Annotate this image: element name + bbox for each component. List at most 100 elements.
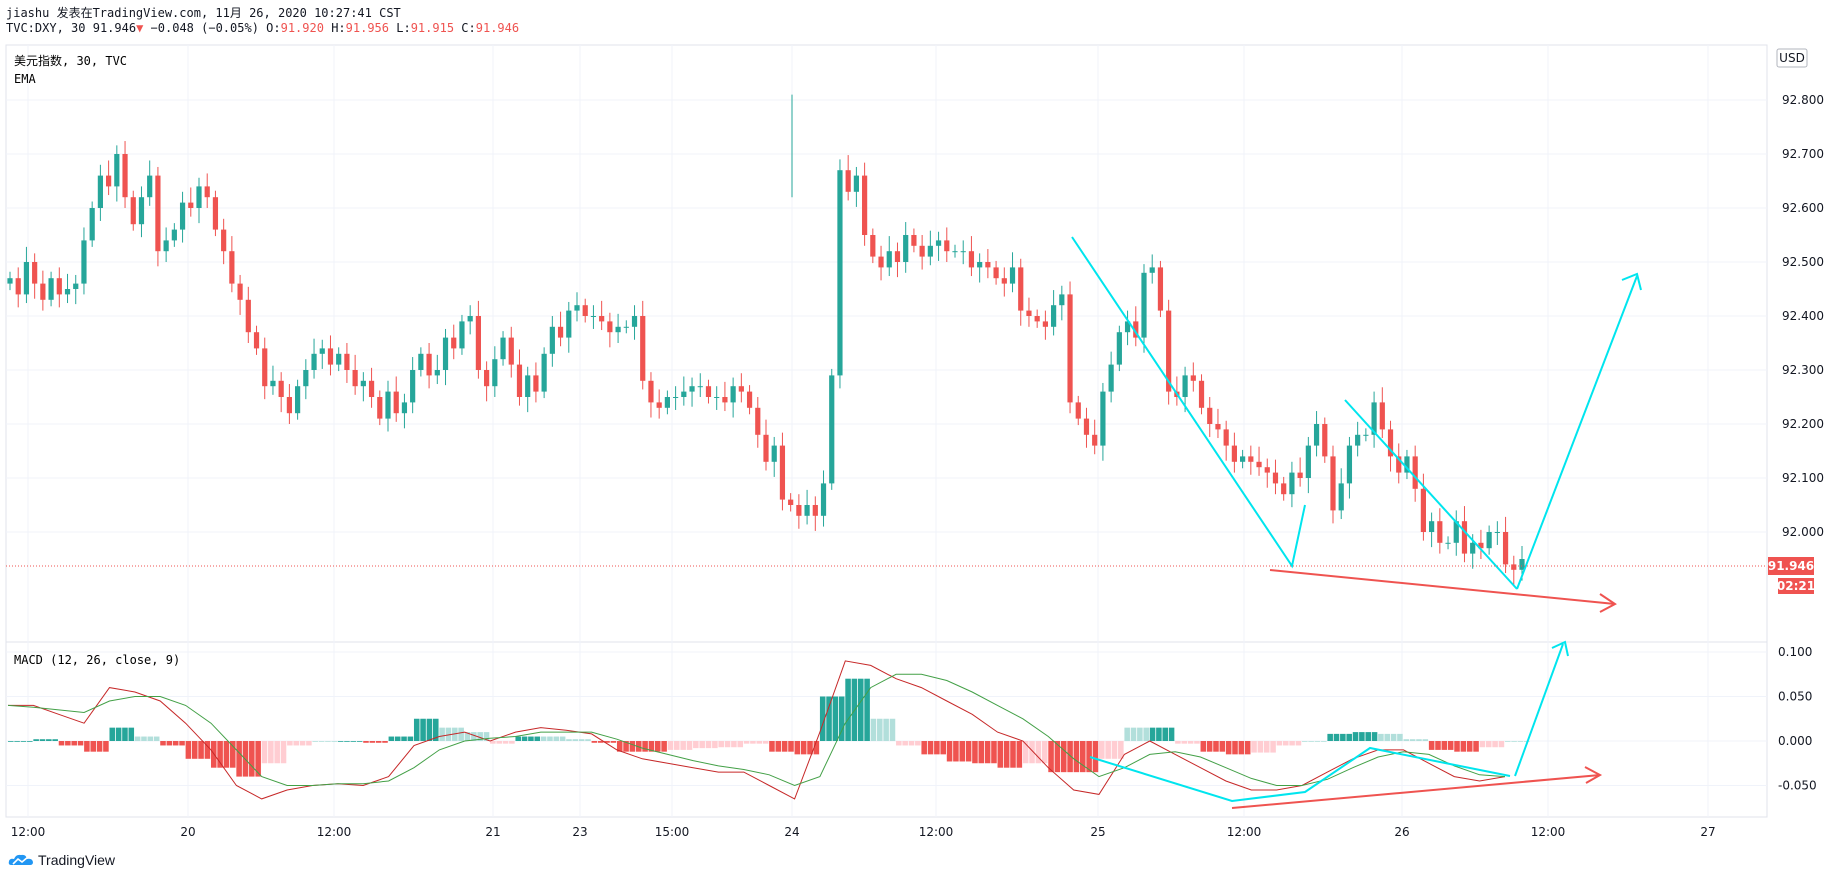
macd-hist-bar (1340, 733, 1346, 741)
currency-button[interactable]: USD (1779, 51, 1805, 65)
macd-hist-bar (750, 741, 756, 744)
macd-hist-bar (1390, 733, 1397, 741)
macd-hist-bar (217, 741, 223, 768)
cyan-wedge-2 (1344, 399, 1518, 590)
macd-hist-bar (915, 741, 921, 746)
macd-hist-bar (1295, 741, 1302, 746)
cyan-macd-line (1089, 746, 1511, 803)
macd-hist-bar (1003, 741, 1010, 768)
ema-legend[interactable]: EMA (14, 72, 36, 86)
macd-hist-bar (1149, 727, 1156, 741)
macd-hist-bar (147, 736, 154, 741)
candle-body (705, 386, 712, 397)
macd-hist-bar (946, 741, 953, 762)
macd-hist-bar (331, 741, 338, 742)
price-tick-label: 92.100 (1782, 471, 1824, 485)
candle-body (574, 305, 580, 311)
candle-body (492, 359, 498, 387)
macd-legend[interactable]: MACD (12, 26, close, 9) (14, 653, 180, 667)
macd-hist-bar (84, 741, 90, 752)
candle-body (1272, 472, 1279, 484)
macd-hist-bar (597, 741, 604, 743)
macd-hist-bar (521, 736, 528, 741)
candle-body (229, 251, 235, 284)
macd-hist-bar (972, 741, 978, 764)
low-label: L: (396, 21, 411, 35)
candle-body (1083, 418, 1090, 435)
candle-body (755, 407, 761, 435)
candle-body (1182, 375, 1188, 397)
macd-hist-bar (585, 739, 591, 741)
candle-body (106, 175, 112, 187)
macd-hist-bar (655, 741, 661, 752)
macd-hist-bar (712, 741, 718, 749)
macd-hist-bar (680, 741, 686, 750)
candle-body (442, 337, 449, 370)
currency-button-bg[interactable] (1776, 48, 1808, 68)
macd-hist-bar (1422, 739, 1429, 741)
candle-body (418, 353, 424, 370)
macd-hist-bar (1054, 741, 1061, 773)
macd-hist-bar (439, 727, 445, 741)
countdown-tag-bg (1778, 578, 1814, 594)
macd-hist-bar (667, 741, 674, 750)
candle-body (1248, 456, 1254, 462)
macd-hist-bar (369, 741, 376, 743)
candle-body (1494, 532, 1500, 533)
macd-hist-bar (857, 678, 864, 741)
macd-hist-bar (572, 739, 579, 741)
candle-body (89, 208, 95, 241)
macd-hist-bar (953, 741, 959, 762)
macd-hist-bar (306, 741, 312, 746)
candle-body (1100, 391, 1106, 446)
grid (6, 45, 1767, 817)
symbol-name[interactable]: TVC:DXY, 30 (6, 21, 86, 35)
time-tick-label: 23 (572, 825, 587, 839)
macd-hist-bar (693, 741, 699, 749)
candle-body (434, 370, 440, 376)
macd-hist-bar (1060, 741, 1067, 773)
macd-hist-bar (832, 696, 839, 741)
candle-body (155, 175, 161, 252)
candle-body (1429, 521, 1435, 532)
macd-hist-bar (122, 727, 128, 741)
macd-hist-bar (483, 732, 490, 741)
macd-hist-bar (578, 739, 585, 741)
candle-body (903, 235, 909, 262)
macd-hist-bar (1479, 741, 1486, 748)
macd-hist-bar (864, 678, 870, 741)
macd-hist-bar (959, 741, 966, 762)
candle-body (878, 256, 884, 268)
macd-hist-bar (325, 741, 331, 742)
candle-body (894, 251, 901, 262)
time-tick-label: 20 (180, 825, 195, 839)
candle-body (286, 397, 292, 414)
price-tick-label: 92.000 (1782, 525, 1824, 539)
macd-hist-bar (471, 732, 477, 741)
macd-hist-bar (71, 741, 77, 746)
macd-hist-bar (1213, 741, 1219, 752)
candle-body (763, 434, 769, 462)
candle-body (163, 240, 169, 252)
candle-body (1133, 321, 1139, 338)
candle-body (1371, 402, 1377, 435)
candle-body (1363, 434, 1369, 436)
candle-body (1453, 521, 1459, 543)
macd-hist-bar (540, 736, 547, 741)
candle-body (262, 348, 268, 387)
candle-body (862, 175, 868, 235)
macd-hist-bar (1454, 741, 1460, 752)
candle-body (582, 305, 588, 316)
tradingview-logo[interactable]: TradingView (8, 852, 115, 868)
trend-drawings[interactable] (1071, 236, 1642, 809)
candle-body (697, 386, 703, 388)
candle-body (993, 267, 999, 279)
macd-hist-bar (877, 718, 883, 741)
macd-hist-bar (1346, 733, 1352, 741)
macd-hist-bar (90, 741, 97, 752)
candle-body (467, 316, 473, 322)
cloud-logo-icon (8, 854, 33, 865)
macd-hist-bar (1073, 741, 1080, 773)
macd-hist-bar (432, 718, 439, 741)
